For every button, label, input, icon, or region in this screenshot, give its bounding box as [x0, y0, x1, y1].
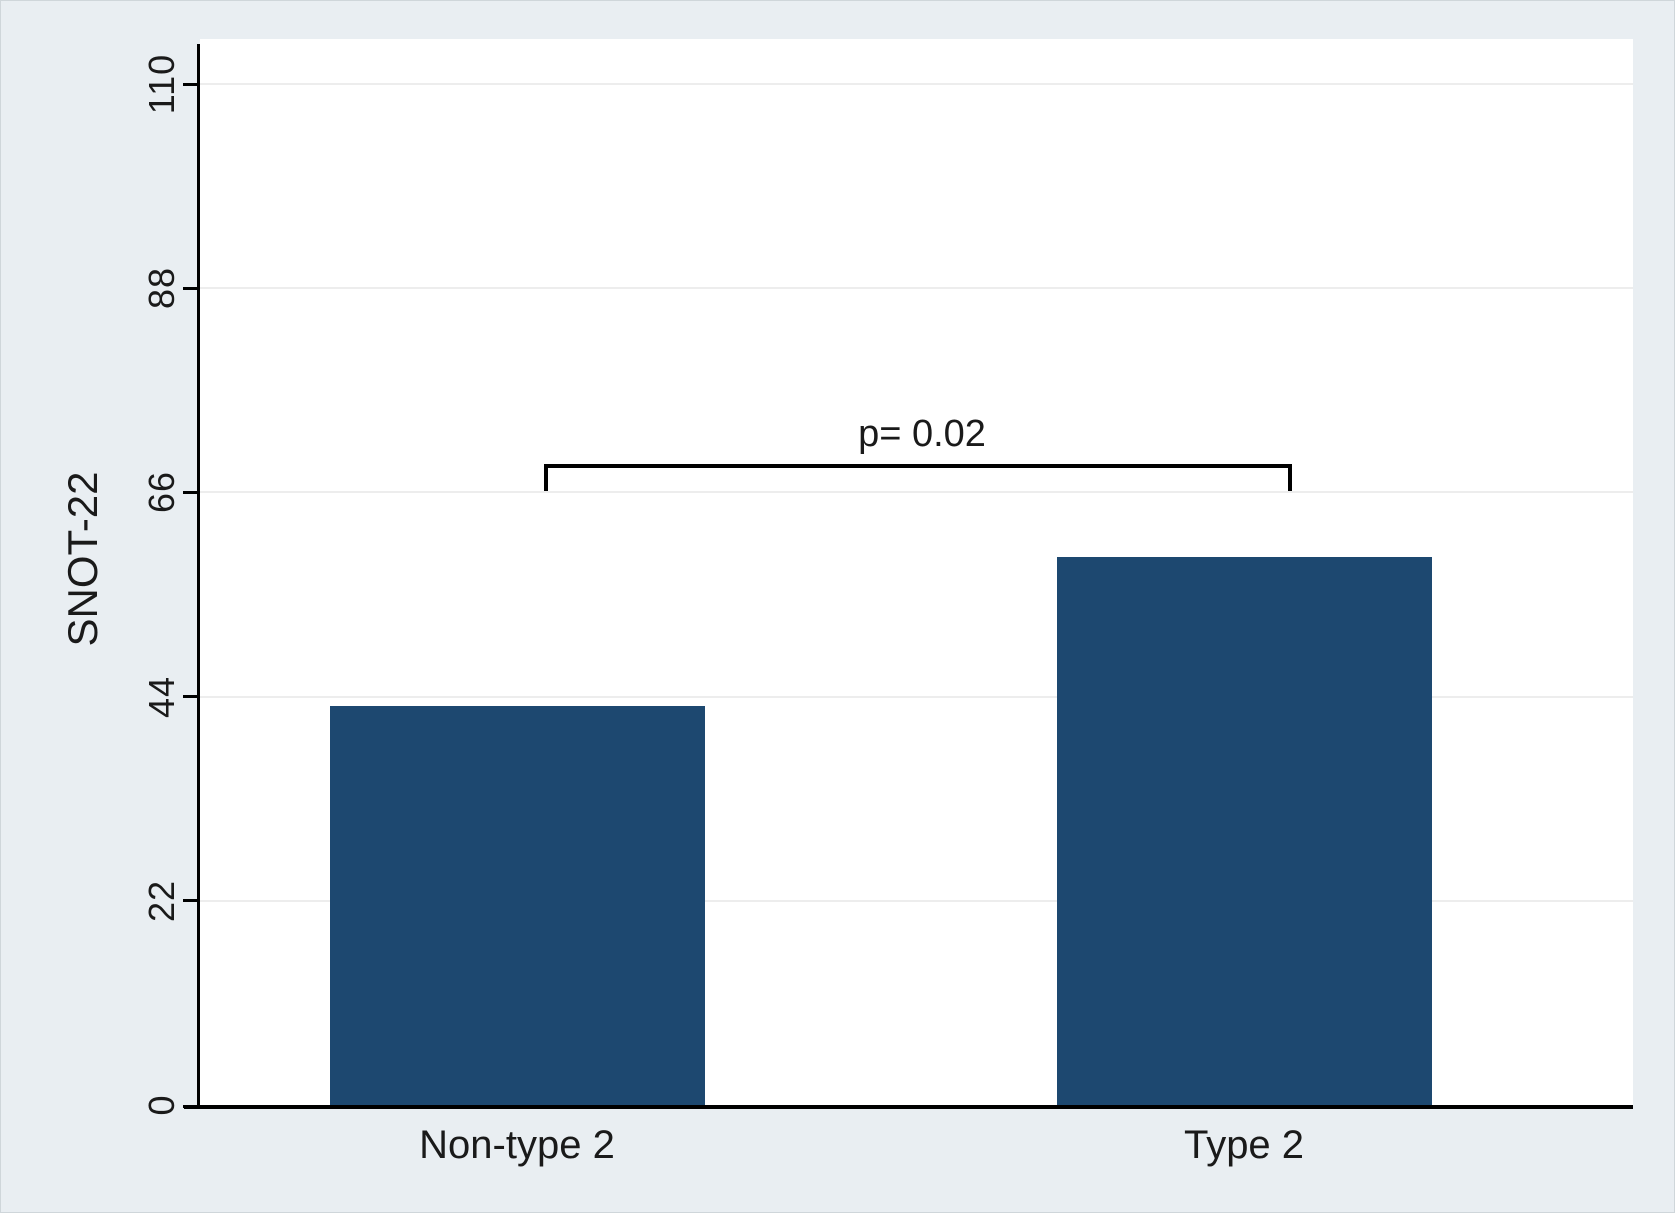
p-value-label: p= 0.02 [858, 413, 986, 455]
y-tick-label-110: 110 [141, 53, 182, 115]
y-tick-label-66: 66 [141, 471, 182, 514]
gridline-y-22 [200, 899, 1633, 902]
y-tick-110 [183, 82, 198, 86]
bracket-left-tick [544, 464, 548, 491]
gridline-y-88 [200, 287, 1633, 290]
y-axis-line [197, 44, 200, 1109]
y-tick-22 [183, 899, 198, 903]
y-tick-0 [183, 1105, 198, 1108]
y-tick-66 [183, 490, 198, 494]
x-tick-label-non-type-2: Non-type 2 [419, 1123, 615, 1167]
y-tick-label-22: 22 [141, 879, 182, 922]
y-tick-label-0: 0 [141, 1094, 182, 1116]
x-tick-label-type-2: Type 2 [1183, 1123, 1305, 1167]
y-tick-44 [183, 695, 198, 699]
y-tick-88 [183, 286, 198, 290]
x-axis-line [184, 1105, 1633, 1109]
bracket-horizontal-line [544, 464, 1292, 468]
bar-type-2 [1056, 557, 1432, 1105]
y-tick-label-88: 88 [141, 267, 182, 310]
y-tick-label-44: 44 [141, 675, 182, 718]
gridline-y-66 [200, 491, 1633, 494]
bar-non-type-2 [329, 705, 705, 1105]
y-axis-title: SNOT-22 [59, 471, 106, 647]
bracket-right-tick [1288, 464, 1292, 491]
gridline-y-44 [200, 695, 1633, 698]
gridline-y-110 [200, 83, 1633, 85]
